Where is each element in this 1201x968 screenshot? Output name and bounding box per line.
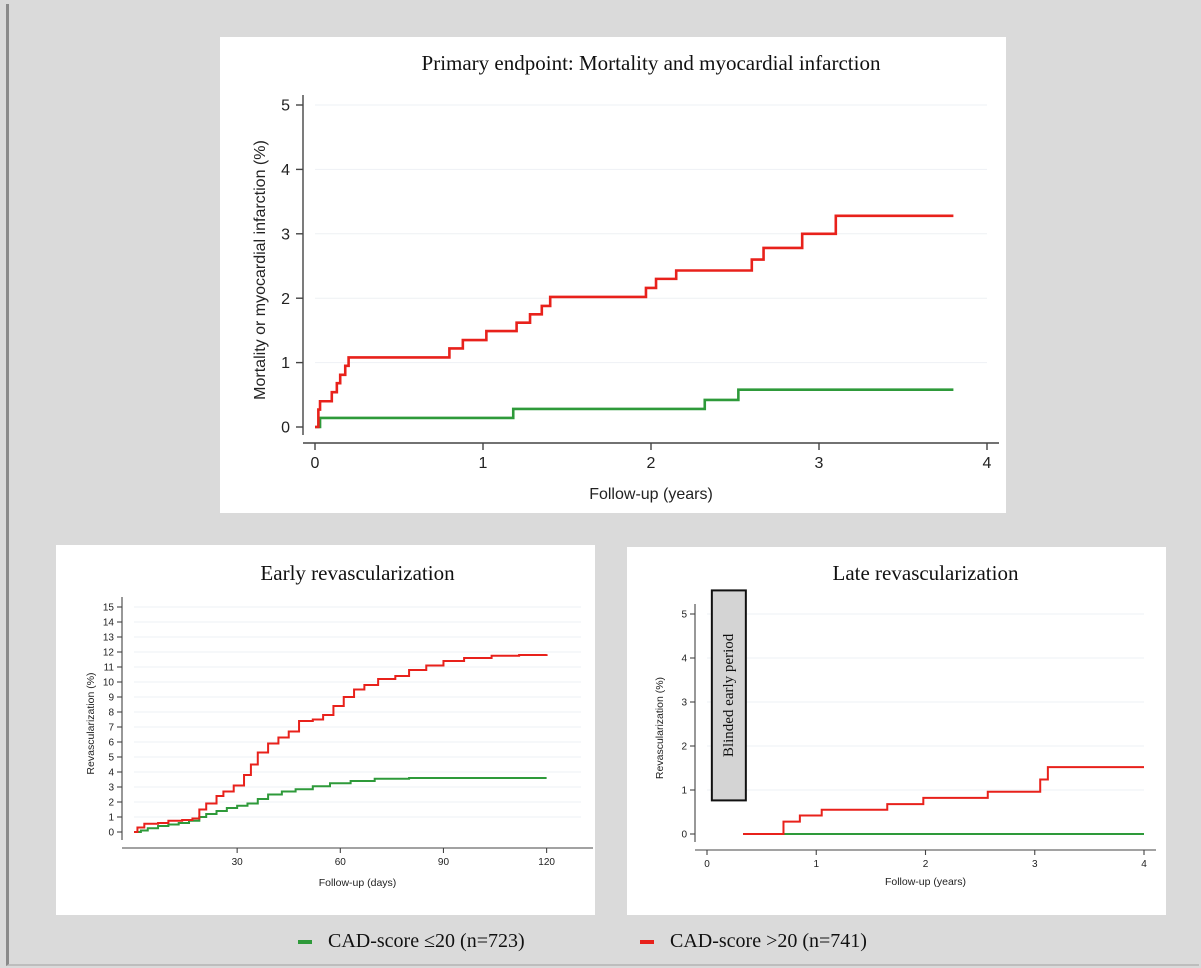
primary-endpoint-panel: Primary endpoint: Mortality and myocardi… <box>220 37 1006 513</box>
y-tick-label: 0 <box>681 830 687 841</box>
x-tick-label: 0 <box>704 859 710 870</box>
y-tick-label: 0 <box>281 420 290 437</box>
x-axis-label: Follow-up (days) <box>319 877 397 889</box>
annotation-label: Blinded early period <box>721 633 737 757</box>
blinded-early-period-annotation: Blinded early period <box>710 589 747 802</box>
x-tick-label: 3 <box>1032 859 1038 870</box>
y-tick-label: 15 <box>103 603 115 614</box>
y-tick-label: 1 <box>108 813 114 824</box>
y-axis-label: Revascularization (%) <box>654 677 666 779</box>
y-tick-label: 9 <box>108 693 114 704</box>
y-tick-label: 5 <box>681 610 687 621</box>
late-revascularization-panel: Late revascularization 0 1 2 3 4 5 0 1 2 3 4 Follow-… <box>627 547 1166 915</box>
x-tick-label: 0 <box>311 455 320 472</box>
x-tick-label: 1 <box>479 455 488 472</box>
series-line-cad-score-gt-20 <box>743 766 1144 835</box>
series-line-cad-score-le-20 <box>315 388 954 429</box>
y-tick-label: 2 <box>108 798 114 809</box>
x-tick-label: 90 <box>438 857 450 868</box>
y-tick-label: 5 <box>281 98 290 115</box>
series-line-cad-score-le-20 <box>134 777 547 833</box>
x-axis-label: Follow-up (years) <box>885 876 966 888</box>
y-tick-label: 3 <box>108 783 114 794</box>
y-tick-label: 4 <box>681 654 687 665</box>
y-tick-label: 14 <box>103 618 115 629</box>
x-axis-label: Follow-up (years) <box>589 486 713 503</box>
y-tick-label: 7 <box>108 723 114 734</box>
x-tick-label: 4 <box>1141 859 1147 870</box>
legend-swatch-low <box>298 940 312 945</box>
early-revascularization-panel: Early revascularization 0 1 2 3 4 5 6 7 8 9 10 11 12 1… <box>56 545 595 915</box>
legend-item-high: CAD-score >20 (n=741) <box>640 930 867 954</box>
y-tick-label: 4 <box>281 162 290 179</box>
y-tick-label: 3 <box>681 698 687 709</box>
x-tick-label: 1 <box>813 859 819 870</box>
chart-title: Early revascularization <box>260 561 455 585</box>
y-tick-label: 8 <box>108 708 114 719</box>
y-tick-label: 1 <box>281 355 290 372</box>
y-tick-label: 0 <box>108 828 114 839</box>
y-tick-label: 12 <box>103 648 115 659</box>
y-tick-label: 5 <box>108 753 114 764</box>
y-tick-label: 2 <box>281 291 290 308</box>
x-tick-label: 4 <box>983 455 992 472</box>
primary-endpoint-chart: Primary endpoint: Mortality and myocardi… <box>252 51 999 503</box>
late-revascularization-chart: Late revascularization 0 1 2 3 4 5 0 1 2 3 4 Follow-… <box>654 561 1156 888</box>
y-tick-label: 3 <box>281 226 290 243</box>
legend-label-low: CAD-score ≤20 (n=723) <box>328 930 525 952</box>
y-axis-label: Revascularization (%) <box>85 672 97 774</box>
y-tick-label: 1 <box>681 786 687 797</box>
legend-item-low: CAD-score ≤20 (n=723) <box>298 930 525 954</box>
y-tick-label: 10 <box>103 678 115 689</box>
x-tick-label: 60 <box>335 857 347 868</box>
y-tick-label: 11 <box>104 663 115 674</box>
series-line-cad-score-gt-20 <box>134 654 548 833</box>
y-axis-label: Mortality or myocardial infarction (%) <box>252 140 269 400</box>
x-tick-label: 3 <box>815 455 824 472</box>
figure-frame <box>6 4 1199 966</box>
x-tick-label: 30 <box>232 857 244 868</box>
annotation-box <box>710 589 747 802</box>
legend-swatch-high <box>640 940 654 945</box>
legend-label-high: CAD-score >20 (n=741) <box>670 930 867 952</box>
early-revascularization-chart: Early revascularization01234567891011121… <box>85 561 593 889</box>
x-tick-label: 120 <box>538 857 555 868</box>
series-line-cad-score-gt-20 <box>315 214 954 429</box>
y-tick-label: 4 <box>108 768 114 779</box>
y-tick-label: 13 <box>103 633 115 644</box>
y-tick-label: 2 <box>681 742 687 753</box>
chart-title: Late revascularization <box>833 561 1019 585</box>
y-tick-label: 6 <box>108 738 114 749</box>
chart-title: Primary endpoint: Mortality and myocardi… <box>422 51 881 75</box>
x-tick-label: 2 <box>647 455 656 472</box>
x-tick-label: 2 <box>923 859 929 870</box>
